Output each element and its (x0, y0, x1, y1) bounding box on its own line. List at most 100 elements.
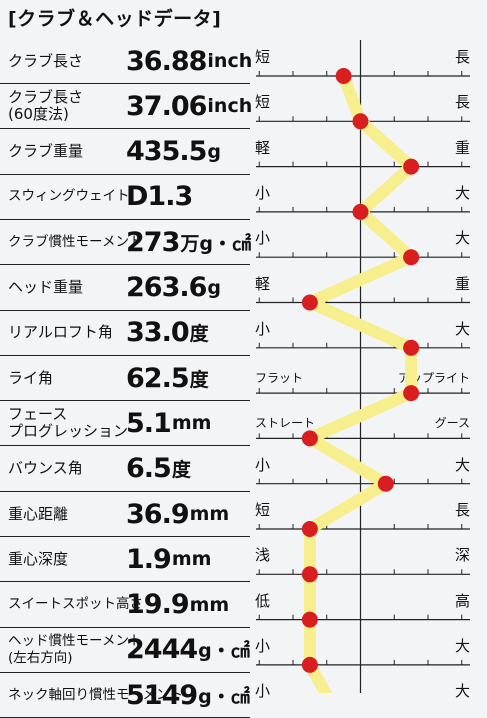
row-divider (0, 354, 250, 356)
row-divider (0, 309, 250, 311)
spec-row: 重心深度 1.9 mm (0, 541, 250, 577)
spec-label-line: スウィングウェイト (8, 188, 130, 205)
spec-value-number: 36.88 (126, 45, 207, 77)
spec-value-unit: mm (189, 503, 230, 525)
spec-value: 1.9 mm (126, 541, 211, 577)
scale-left-label: 短 (255, 93, 271, 112)
profile-point (301, 566, 318, 583)
spec-label: バウンス角 (8, 451, 83, 487)
spec-value-unit: mm (189, 593, 230, 616)
spec-value: 62.5 度 (126, 360, 209, 396)
scale-right-label: 大 (454, 183, 470, 202)
spec-row: クラブ重量 435.5 g (0, 134, 250, 170)
spec-label-line: クラブ慣性モーメント (8, 233, 143, 250)
scale-right-label: 長 (454, 48, 470, 66)
spec-row: クラブ慣性モーメント 273 万g・㎠ (0, 224, 251, 260)
scale-left-label: 短 (255, 48, 271, 66)
spec-label: スイートスポット高さ (8, 587, 143, 623)
spec-label: ライ角 (8, 360, 53, 396)
row-divider (0, 581, 250, 583)
spec-label-line: ライ角 (8, 368, 54, 387)
profile-point (403, 249, 420, 266)
spec-value-unit: g (207, 276, 222, 299)
row-divider (0, 173, 250, 175)
spec-value-unit: g・㎠ (198, 640, 250, 663)
spec-value: 435.5 g (126, 134, 221, 170)
spec-label-line: ヘッド慣性モーメント (8, 632, 143, 649)
scale-right-label: 長 (454, 93, 470, 112)
spec-value-unit: 万g・㎠ (180, 232, 251, 255)
scale-left-label: 小 (255, 636, 271, 655)
profile-point (403, 339, 420, 356)
spec-row: スウィングウェイト D1.3 (0, 179, 250, 215)
profile-point (301, 430, 318, 447)
scale-left-label: 軽 (255, 138, 271, 157)
row-divider (0, 218, 250, 220)
profile-point (301, 521, 318, 537)
spec-label-line-2: (左右方向) (8, 649, 73, 666)
profile-point (301, 656, 318, 673)
spec-value: 36.88 inch (126, 43, 252, 79)
spec-label-line: クラブ長さ (8, 51, 84, 70)
spec-label-line: スイートスポット高さ (8, 596, 143, 613)
scale-right-label: 大 (454, 455, 470, 474)
scale-right-label: 高 (454, 591, 470, 610)
row-divider (0, 671, 250, 673)
spec-value-number: 33.0 (126, 317, 190, 349)
spec-label: ヘッド慣性モーメント (左右方向) (8, 632, 142, 668)
spec-value-unit: inch (207, 50, 253, 72)
spec-value-number: 1.9 (126, 543, 172, 575)
spec-value: 2444 g・㎠ (126, 632, 250, 668)
scale-right-label: 深 (454, 546, 470, 565)
spec-row: スイートスポット高さ 19.9 mm (0, 587, 250, 623)
scale-right-label: 大 (454, 229, 470, 248)
scale-right-label: 大 (454, 636, 470, 655)
scale-left-label: 小 (255, 455, 271, 474)
spec-value: 37.06 inch (126, 88, 252, 124)
spec-label: 重心深度 (8, 541, 68, 577)
profile-point (352, 203, 369, 220)
spec-value-number: 5.1 (126, 407, 172, 439)
spec-value-unit: mm (171, 548, 212, 571)
spec-value-number: 263.6 (126, 272, 207, 303)
spec-value-number: 36.9 (126, 498, 190, 530)
row-divider (0, 128, 250, 130)
spec-label: フェース プログレッション (8, 405, 128, 441)
spec-label-line: クラブ長さ (8, 88, 84, 107)
spec-row: ヘッド重量 263.6 g (0, 270, 250, 306)
chart-title: [クラブ＆ヘッドデータ] (8, 8, 222, 30)
profile-point (403, 385, 420, 402)
scale-right-label: 重 (454, 274, 470, 293)
row-divider (0, 83, 250, 84)
profile-chart (256, 40, 470, 693)
scale-left-label: 小 (255, 183, 271, 202)
spec-label: クラブ長さ (60度法) (8, 88, 83, 124)
spec-value: 273 万g・㎠ (126, 224, 251, 260)
spec-label-line: バウンス角 (8, 459, 83, 478)
spec-label: クラブ重量 (8, 134, 83, 170)
scale-right-label: 大 (454, 319, 470, 338)
spec-label-line-2: プログレッション (8, 422, 129, 441)
spec-value-unit: 度 (189, 323, 209, 346)
scale-left-label: 軽 (255, 274, 271, 293)
spec-value-unit: g (207, 140, 222, 163)
spec-label-line-2: (60度法) (8, 105, 69, 124)
spec-value-number: 435.5 (126, 136, 207, 168)
spec-row: 重心距離 36.9 mm (0, 496, 250, 532)
profile-point (403, 158, 420, 175)
row-divider (0, 264, 250, 266)
row-divider (0, 400, 250, 402)
spec-label: ヘッド重量 (8, 270, 83, 306)
spec-row: クラブ長さ (60度法) 37.06 inch (0, 88, 252, 124)
scale-left-label: 小 (255, 319, 271, 338)
profile-point (352, 113, 369, 130)
spec-value: 19.9 mm (126, 587, 229, 623)
scale-left-label: 短 (255, 501, 271, 519)
spec-value-number: 2444 (126, 634, 198, 666)
profile-point (377, 475, 394, 492)
spec-value-unit: mm (171, 412, 212, 435)
profile-point (301, 611, 318, 628)
scale-right-label: 重 (454, 138, 470, 157)
spec-value-number: 62.5 (126, 362, 190, 394)
spec-label-line: クラブ重量 (8, 142, 84, 161)
